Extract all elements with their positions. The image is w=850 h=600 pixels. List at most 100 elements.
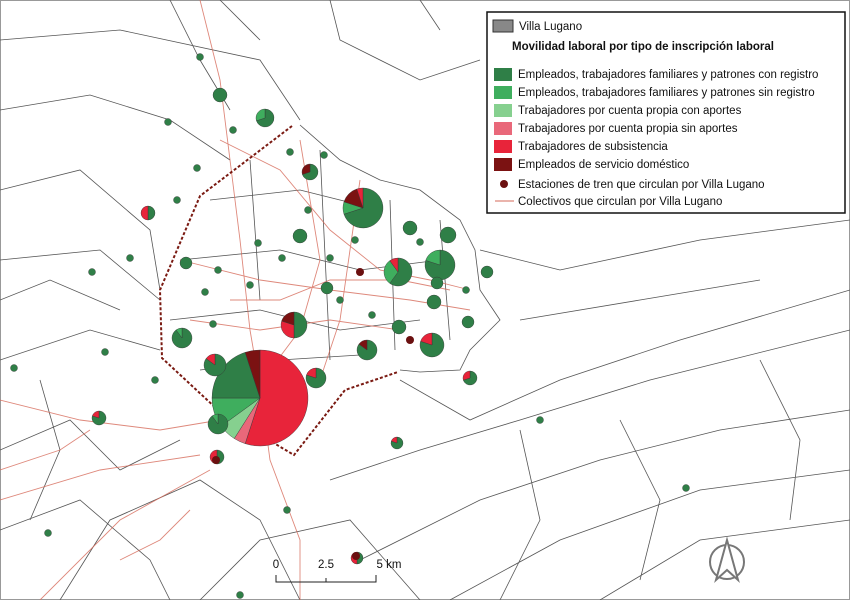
scale-label: 2.5 <box>318 559 334 571</box>
pie-slice <box>320 281 334 295</box>
scale-label: 0 <box>273 559 279 571</box>
legend-area: Villa Lugano <box>519 21 582 33</box>
pie-slice <box>179 256 193 270</box>
pie-slice <box>461 315 475 329</box>
pie-slice <box>92 410 100 419</box>
legend-label: Trabajadores de subsistencia <box>518 141 668 153</box>
legend-label: Estaciones de tren que circulan por Vill… <box>518 179 765 191</box>
pie-slice <box>140 205 149 221</box>
pie-slice <box>462 286 470 294</box>
legend-items: Empleados, trabajadores familiares y pat… <box>494 68 818 171</box>
pie-slice <box>229 126 237 134</box>
pie-slice <box>209 449 218 463</box>
pie-slice <box>255 108 266 122</box>
train-station <box>406 336 414 344</box>
legend: Villa Lugano Movilidad laboral por tipo … <box>486 11 846 214</box>
lugano-boundary <box>158 125 399 457</box>
pie-slice <box>306 367 317 379</box>
pie-slice <box>389 257 413 287</box>
legend-swatch <box>494 122 512 135</box>
pie-slice <box>175 327 183 339</box>
pie-slice <box>420 332 433 346</box>
legend-label: Empleados, trabajadores familiares y pat… <box>518 69 818 81</box>
legend-label: Trabajadores por cuenta propia sin aport… <box>518 123 738 135</box>
legend-label: Empleados de servicio doméstico <box>518 159 689 171</box>
train-station <box>212 456 220 464</box>
pie-slice <box>236 591 244 599</box>
pie-slice <box>389 257 399 273</box>
legend-swatch <box>494 68 512 81</box>
legend-title: Movilidad laboral por tipo de inscripció… <box>512 41 774 53</box>
pie-slice <box>390 436 404 450</box>
pie-slice <box>416 238 424 246</box>
pie-slice <box>462 370 471 381</box>
pie-slice <box>286 148 294 156</box>
scale-bar: 0 2.5 5 km <box>273 559 402 583</box>
pie-slice <box>430 276 444 290</box>
pie-symbols <box>10 53 690 599</box>
pie-slice <box>193 164 201 172</box>
pie-slice <box>368 311 376 319</box>
legend-swatch <box>494 86 512 99</box>
pie-slice <box>196 53 204 61</box>
pie-slice <box>682 484 690 492</box>
pie-slice <box>278 254 286 262</box>
pie-slice <box>244 349 261 399</box>
pie-slice <box>212 87 228 103</box>
legend-label: Colectivos que circulan por Villa Lugano <box>518 196 722 208</box>
pie-slice <box>244 349 309 447</box>
pie-slice <box>439 226 457 244</box>
legend-swatch <box>500 180 508 188</box>
pie-slice <box>151 376 159 384</box>
pie-slice <box>356 187 364 209</box>
pie-slice <box>391 319 407 335</box>
pie-slice <box>10 364 18 372</box>
pie-slice <box>205 353 216 366</box>
pie-slice <box>292 228 308 244</box>
pie-slice <box>305 367 327 389</box>
pie-slice <box>101 348 109 356</box>
pie-slice <box>44 529 52 537</box>
scale-label: 5 km <box>377 559 402 571</box>
pie-slice <box>88 268 96 276</box>
pie-slice <box>126 254 134 262</box>
pie-slice <box>480 265 494 279</box>
pie-slice <box>211 413 219 425</box>
pie-slice <box>246 281 254 289</box>
pie-slice <box>336 296 344 304</box>
pie-slice <box>283 506 291 514</box>
north-arrow <box>709 536 745 584</box>
legend-box <box>486 11 846 214</box>
pie-slice <box>173 196 181 204</box>
pie-slice <box>391 436 398 444</box>
pie-slice <box>201 288 209 296</box>
pie-slice <box>358 339 368 351</box>
pie-slice <box>256 108 275 128</box>
pie-slice <box>402 220 418 236</box>
pie-slice <box>351 236 359 244</box>
pie-slice <box>293 311 308 339</box>
train-station <box>352 552 360 560</box>
train-station <box>356 268 364 276</box>
legend-swatch <box>494 158 512 171</box>
pie-slice <box>209 320 217 328</box>
pie-slice <box>326 254 334 262</box>
pie-slice <box>281 311 295 326</box>
pie-slice <box>426 294 442 310</box>
pie-slice <box>320 151 328 159</box>
pie-slice <box>164 118 172 126</box>
pie-slice <box>254 239 262 247</box>
pie-slice <box>383 260 399 284</box>
legend-swatch <box>494 104 512 117</box>
pie-slice <box>425 249 441 266</box>
pie-slice <box>214 266 222 274</box>
pie-slice <box>280 320 295 339</box>
pie-slice <box>304 206 312 214</box>
pie-slice <box>301 163 311 175</box>
legend-label: Empleados, trabajadores familiares y pat… <box>518 87 815 99</box>
scale-line <box>275 575 377 583</box>
pie-slice <box>147 205 156 221</box>
legend-swatch <box>492 19 514 33</box>
legend-label: Trabajadores por cuenta propia con aport… <box>518 105 742 117</box>
